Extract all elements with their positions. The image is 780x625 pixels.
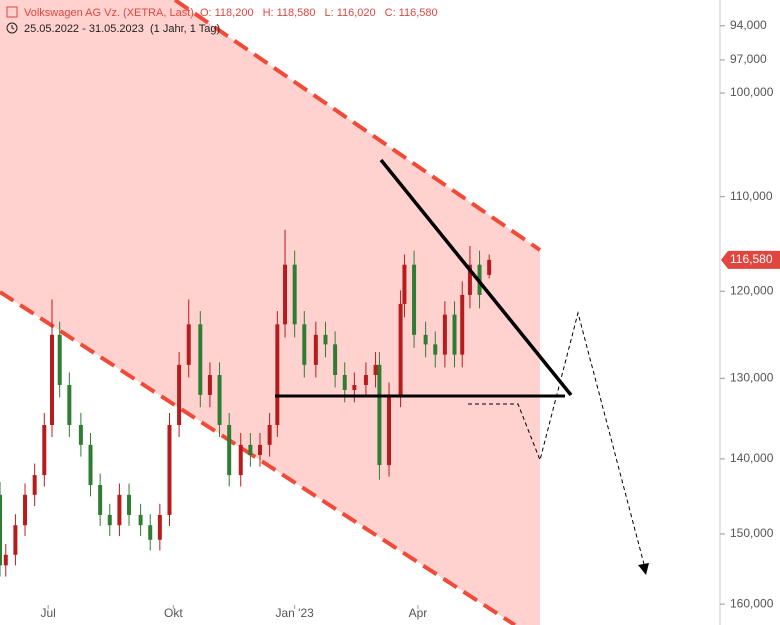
candle-body <box>460 294 465 355</box>
x-tick-label: Jan '23 <box>276 606 315 620</box>
candle-body <box>342 374 347 390</box>
candle-body <box>57 334 62 386</box>
candle-body <box>412 264 417 335</box>
ohlc-key: H: <box>263 7 274 19</box>
resistance-line <box>379 158 573 397</box>
candle-body <box>127 494 132 515</box>
ohlc-key: C: <box>385 7 396 19</box>
candles <box>0 229 492 577</box>
candle-body <box>98 485 103 515</box>
clock-hands <box>11 25 15 30</box>
candle-body <box>283 264 288 325</box>
candle-body <box>452 314 457 355</box>
candle-body <box>442 314 447 355</box>
price-tag-label: 116,580 <box>730 252 773 266</box>
y-tick-label: 94,000 <box>730 18 767 32</box>
ohlc-value: 116,020 <box>337 7 376 19</box>
candle-body <box>177 364 182 426</box>
ohlc-key: L: <box>325 7 334 19</box>
candle-body <box>292 264 297 325</box>
candle-body <box>186 324 191 365</box>
candle-body <box>138 514 143 526</box>
candle-body <box>67 385 72 426</box>
candle-body <box>198 324 203 395</box>
ohlc-value: 118,200 <box>215 7 254 19</box>
channel-fill <box>0 0 540 625</box>
period: (1 Jahr, 1 Tag) <box>150 23 220 35</box>
legend-icon <box>6 6 18 18</box>
candle-body <box>402 264 407 304</box>
candle-body <box>117 494 122 526</box>
candle-body <box>148 525 153 540</box>
y-tick-label: 150,000 <box>730 526 774 540</box>
candle-body <box>302 324 307 365</box>
price-tag <box>721 250 780 269</box>
candle-body <box>387 394 392 466</box>
candle-body <box>167 425 172 515</box>
x-tick-label: Jul <box>40 606 55 620</box>
x-tick-label: Okt <box>164 606 183 620</box>
channel-lower <box>0 290 517 625</box>
channel-upper <box>173 0 542 252</box>
projection-arrow <box>638 563 649 575</box>
candle-body <box>238 444 243 476</box>
candle-body <box>207 374 212 395</box>
candle-body <box>227 425 232 476</box>
x-tick-label: Apr <box>409 606 428 620</box>
y-tick-label: 130,000 <box>730 371 774 385</box>
clock-icon <box>6 22 18 34</box>
candle-body <box>313 334 318 365</box>
candle-body <box>423 334 428 345</box>
candle-body <box>157 514 162 540</box>
candle-body <box>248 444 253 456</box>
candle-body <box>88 444 93 486</box>
candle-body <box>217 374 222 426</box>
candle-body <box>23 494 28 526</box>
candle-body <box>377 364 382 466</box>
y-tick-label: 110,000 <box>730 189 773 203</box>
y-tick-label: 140,000 <box>730 451 774 465</box>
candle-body <box>323 334 328 345</box>
candle-body <box>42 425 47 476</box>
ohlc-value: 118,580 <box>277 7 316 19</box>
y-tick-label: 120,000 <box>730 283 774 297</box>
candle-body <box>275 324 280 426</box>
y-tick-label: 100,000 <box>730 85 774 99</box>
candle-body <box>333 344 338 375</box>
candle-body <box>32 475 37 495</box>
chart-title: Volkswagen AG Vz. (XETRA, Last) <box>24 7 194 19</box>
candle-body <box>50 334 54 426</box>
ohlc-value: 116,580 <box>399 7 438 19</box>
candle-body <box>258 444 262 456</box>
y-tick-label: 97,000 <box>730 52 767 66</box>
candle-body <box>78 425 83 445</box>
ohlc-key: O: <box>200 7 212 19</box>
candle-body <box>433 344 438 355</box>
candle-body <box>398 303 403 395</box>
candle-body <box>0 494 2 566</box>
candle-body <box>352 385 357 390</box>
candle-body <box>3 554 8 566</box>
candle-body <box>363 374 368 386</box>
candle-body <box>13 525 18 555</box>
candle-body <box>487 259 492 275</box>
candle-body <box>467 264 472 295</box>
y-tick-label: 160,000 <box>730 596 774 610</box>
candle-body <box>267 425 272 445</box>
candle-body <box>373 364 378 375</box>
date-range: 25.05.2022 - 31.05.2023 <box>24 23 144 35</box>
candle-body <box>107 514 112 526</box>
